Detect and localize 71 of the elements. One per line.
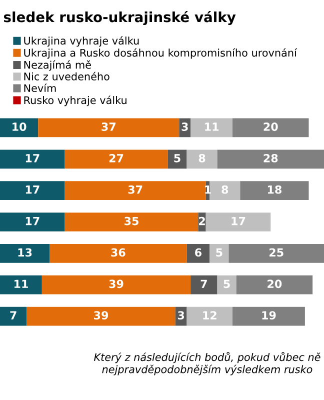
data-label: 3 [182,122,188,131]
bar [217,150,324,169]
bar [217,275,236,294]
data-label: 11 [14,280,28,288]
bar [232,118,309,138]
bar [42,275,191,294]
data-label: 8 [222,185,228,194]
bar [232,306,305,326]
bar [64,212,198,232]
bar [26,306,176,326]
bar [236,275,313,294]
data-label: 20 [268,280,282,288]
data-label: 3 [178,311,184,320]
bar [210,181,240,200]
data-label: 2 [199,216,205,226]
bar [190,275,218,294]
data-label: 7 [10,311,16,320]
legend-label: Rusko vyhraje válku [24,96,126,106]
data-label: 5 [224,280,230,288]
data-label: 39 [109,280,124,288]
bar [168,150,187,169]
legend-label: Ukrajina vyhraje válku [24,36,139,47]
bar [0,306,27,326]
legend-label: Nezajímá mě [24,60,91,71]
bar [0,212,65,232]
data-label: 35 [124,216,138,226]
data-label: 17 [26,154,40,162]
data-label: 6 [195,248,202,257]
chart-title: sledek rusko-ukrajinské války [4,10,236,26]
bar [228,244,324,263]
data-label: 12 [203,311,216,320]
bar [190,118,233,138]
legend-label: Ukrajina a Rusko dosáhnou kompromisního urovnání [24,48,298,59]
legend-label: Nevím [24,84,56,92]
data-label: 20 [264,122,278,131]
data-label: 18 [268,185,282,194]
data-label: 17 [232,216,246,226]
data-label: 17 [26,216,40,226]
data-label: 36 [111,248,126,257]
bar [186,306,233,326]
data-label: 25 [270,248,284,257]
bar [64,150,168,169]
data-label: 11 [205,122,219,131]
data-label: 10 [12,122,26,131]
data-label: 5 [174,154,180,162]
legend-label: Nic z uvedeného [24,72,110,80]
bar [38,118,180,138]
bar [0,275,42,294]
data-label: 13 [18,248,32,257]
bar [0,118,38,138]
bar [50,244,187,263]
data-label: 19 [262,311,276,320]
data-label: 17 [26,186,40,194]
bar [0,244,50,263]
data-label: 8 [198,154,206,162]
bar [0,181,65,200]
data-label: 37 [102,122,116,131]
text: Který z následujících bodů, pokud vůbec ně nejpravděpodobnějším výsledkem rusko [94,352,320,376]
data-label: 28 [264,154,278,162]
bar [64,181,206,200]
data-label: 37 [128,185,142,194]
bar [186,244,210,263]
bar [206,212,271,232]
data-label: 5 [216,248,222,257]
bar [240,181,309,200]
bar [210,244,229,263]
data-label: 7 [200,280,207,288]
bar [186,150,218,169]
data-label: 27 [109,154,124,162]
data-label: 39 [94,311,108,320]
bar [0,150,65,169]
